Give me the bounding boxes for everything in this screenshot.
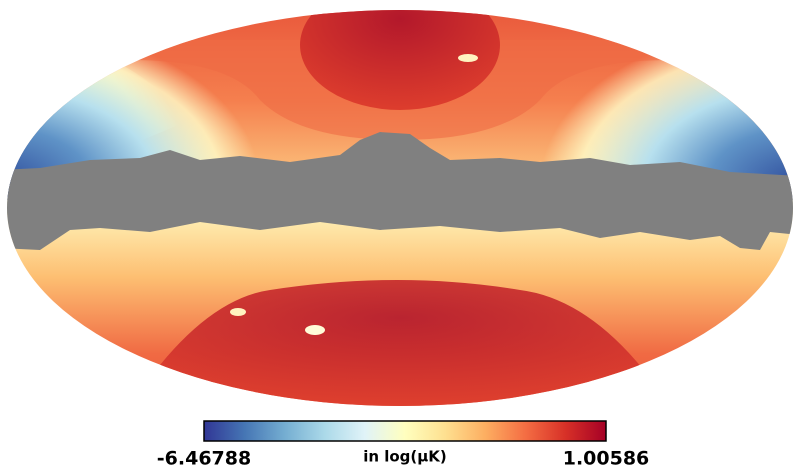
hot-spot [458, 54, 478, 62]
sky-map-figure: -6.46788 in log(μK) 1.00586 [0, 0, 799, 475]
sky-map [0, 0, 799, 420]
colorbar-min-label: -6.46788 [157, 448, 251, 470]
hot-spot [230, 308, 246, 316]
colorbar [204, 421, 606, 441]
colorbar-max-label: 1.00586 [563, 448, 650, 470]
hot-spot [305, 325, 325, 335]
colorbar-label: in log(μK) [363, 448, 447, 466]
